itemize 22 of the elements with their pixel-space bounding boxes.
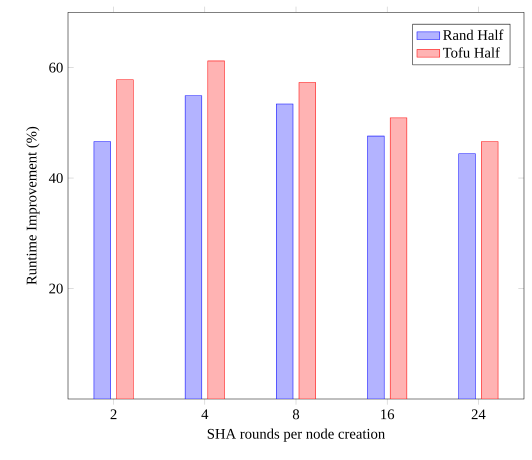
x-tick-label: 24 <box>472 409 486 420</box>
y-axis-title: Runtime Improvement (%) <box>26 126 40 285</box>
x-tick-label: 8 <box>292 409 300 420</box>
bar <box>367 136 384 399</box>
legend-label: Tofu Half <box>442 47 500 58</box>
bar <box>298 82 316 399</box>
bar <box>458 153 476 399</box>
x-tick-label: 2 <box>110 409 116 420</box>
bar <box>184 95 202 399</box>
bar <box>116 79 134 399</box>
y-tick-label: 20 <box>49 284 63 294</box>
bar <box>481 141 498 399</box>
bar <box>390 118 408 399</box>
bar <box>94 141 111 399</box>
legend-label: Rand Half <box>443 30 504 40</box>
y-tick-label: 60 <box>49 62 63 73</box>
x-axis-title: SHA rounds per node creation <box>208 428 385 442</box>
bar <box>208 60 225 399</box>
bar <box>276 104 294 399</box>
y-tick-label: 40 <box>48 173 63 183</box>
x-tick-label: 4 <box>201 409 208 420</box>
x-tick-label: 16 <box>381 409 394 420</box>
